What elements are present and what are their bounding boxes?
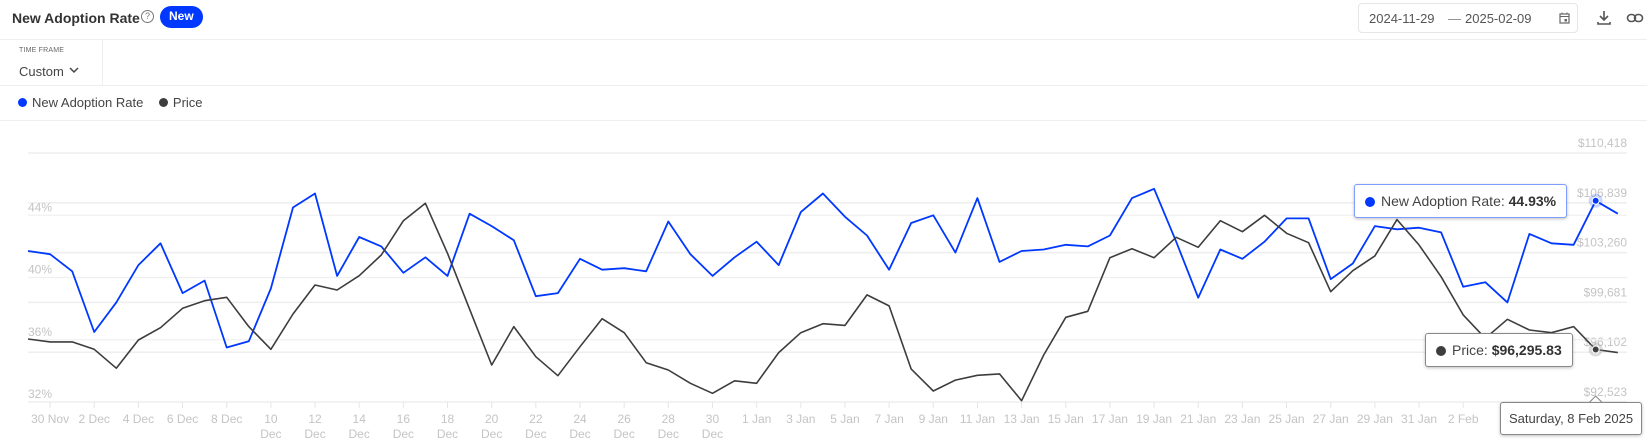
timeframe-label: TIME FRAME: [19, 47, 65, 54]
timeframe-select[interactable]: TIME FRAME Custom: [0, 40, 103, 85]
download-icon[interactable]: [1594, 8, 1614, 28]
y-left-tick-label: 40%: [28, 263, 52, 277]
x-tick-label: 26 Dec: [613, 412, 634, 441]
legend: New Adoption Rate Price: [18, 95, 215, 110]
legend-dot-icon: [18, 98, 27, 107]
tooltip-price-label: Price:: [1452, 342, 1488, 358]
price-dot-icon: [1436, 346, 1446, 356]
adoption-rate-line: [27, 187, 1619, 349]
y-right-tick-label: $92,523: [1584, 385, 1628, 399]
x-tick-label: 12 Dec: [304, 412, 325, 441]
hover-point-price: [1591, 345, 1600, 354]
timeframe-value[interactable]: Custom: [19, 64, 64, 79]
x-tick-label: 7 Jan: [874, 412, 903, 426]
legend-label: Price: [172, 95, 203, 110]
x-tick-label: 20 Dec: [481, 412, 502, 441]
x-tick-label: 21 Jan: [1180, 412, 1216, 426]
x-tick-label: 23 Jan: [1224, 412, 1260, 426]
tooltip-adoption: New Adoption Rate: 44.93%: [1354, 184, 1568, 218]
x-tick-label: 24 Dec: [569, 412, 590, 441]
x-tick-label: 6 Dec: [167, 412, 198, 426]
x-tick-label: 14 Dec: [349, 412, 370, 441]
price-line: [27, 202, 1618, 402]
x-tick-label: 28 Dec: [658, 412, 679, 441]
x-tick-label: 2 Feb: [1448, 412, 1479, 426]
x-tick-label: 30 Dec: [702, 412, 723, 441]
x-tick-label: 13 Jan: [1004, 412, 1040, 426]
x-tick-label: 25 Jan: [1269, 412, 1305, 426]
y-left-tick-label: 36%: [28, 325, 52, 339]
x-tick-label: 27 Jan: [1313, 412, 1349, 426]
x-tick-label: 4 Dec: [123, 412, 154, 426]
y-right-tick-label: $103,260: [1577, 236, 1627, 250]
date-separator: —: [1448, 11, 1461, 26]
x-tick-label: 17 Jan: [1092, 412, 1128, 426]
filter-row: TIME FRAME Custom: [0, 40, 1647, 86]
legend-row: [0, 86, 1647, 121]
tooltip-adoption-value: 44.93%: [1508, 193, 1557, 209]
x-tick-label: 30 Nov: [31, 412, 69, 426]
calendar-icon[interactable]: [1559, 12, 1570, 24]
adoption-dot-icon: [1365, 197, 1375, 207]
y-right-tick-label: $99,681: [1584, 285, 1628, 299]
legend-dot-icon: [158, 98, 168, 107]
x-tick-label: 1 Jan: [742, 412, 771, 426]
x-tick-label: 29 Jan: [1357, 412, 1393, 426]
y-right-tick-label: $106,839: [1577, 186, 1627, 200]
hover-point-adoption: [1591, 196, 1600, 205]
x-tick-label: 19 Jan: [1136, 412, 1172, 426]
tooltip-adoption-label: New Adoption Rate:: [1381, 193, 1505, 209]
x-tick-label: 3 Jan: [786, 412, 815, 426]
x-tick-label: 16 Dec: [393, 412, 414, 441]
x-tick-label: 5 Jan: [830, 412, 859, 426]
x-tick-label: 10 Dec: [260, 412, 281, 441]
tooltip-price-value: $96,295.83: [1491, 342, 1562, 358]
y-left-tick-label: 32%: [28, 387, 52, 401]
x-tick-label: 8 Dec: [211, 412, 242, 426]
legend-item-adoption[interactable]: New Adoption Rate: [18, 95, 143, 110]
x-tick-label: 2 Dec: [79, 412, 110, 426]
date-from[interactable]: 2024-11-29: [1369, 11, 1435, 26]
date-range-picker[interactable]: 2024-11-29 — 2025-02-09: [1358, 3, 1578, 33]
header: New Adoption Rate ? New 2024-11-29 — 202…: [0, 0, 1647, 40]
y-right-tick-label: $110,418: [1578, 136, 1627, 150]
tooltip-date: Saturday, 8 Feb 2025: [1500, 402, 1643, 435]
date-to[interactable]: 2025-02-09: [1465, 11, 1532, 26]
legend-item-price[interactable]: Price: [158, 95, 203, 110]
new-badge: New: [160, 6, 203, 28]
x-tick-label: 15 Jan: [1048, 412, 1084, 426]
x-tick-label: 9 Jan: [919, 412, 948, 426]
x-tick-label: 11 Jan: [960, 412, 995, 426]
x-tick-label: 31 Jan: [1401, 412, 1437, 426]
tooltip-arrow: [1589, 395, 1603, 403]
tooltip-price: Price: $96,295.83: [1425, 333, 1573, 367]
y-left-tick-label: 44%: [28, 200, 52, 214]
legend-label: New Adoption Rate: [32, 95, 144, 110]
link-icon[interactable]: [1625, 8, 1645, 28]
x-tick-label: 18 Dec: [437, 412, 458, 441]
x-tick-label: 22 Dec: [525, 412, 546, 441]
question-circle-icon[interactable]: ?: [141, 10, 154, 23]
page-title: New Adoption Rate: [12, 10, 140, 26]
chevron-down-icon[interactable]: [69, 66, 79, 74]
